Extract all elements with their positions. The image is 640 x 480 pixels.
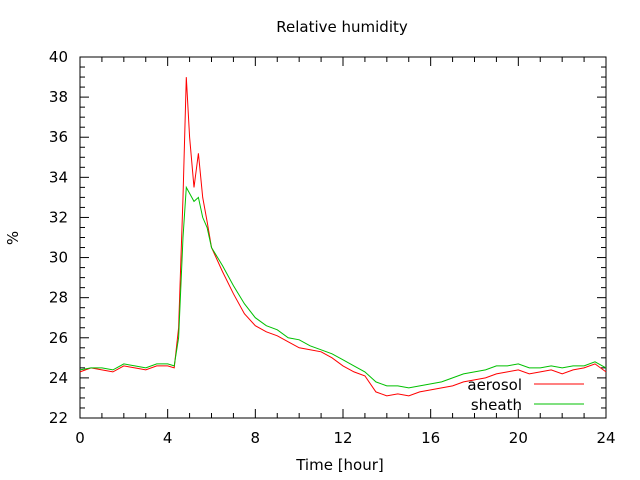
- y-tick-label: 28: [49, 289, 68, 307]
- y-tick-labels: 22 24 26 28 30 32 34 36 38 40: [49, 48, 68, 427]
- y-tick-label: 24: [49, 369, 68, 387]
- y-tick-label: 34: [49, 168, 68, 186]
- y-axis-label: %: [4, 231, 22, 245]
- axis-ticks: [79, 56, 607, 419]
- y-tick-label: 22: [49, 409, 68, 427]
- x-tick-label: 20: [509, 429, 528, 447]
- x-tick-label: 12: [333, 429, 352, 447]
- x-tick-label: 0: [75, 429, 85, 447]
- y-tick-label: 36: [49, 128, 68, 146]
- y-tick-label: 32: [49, 208, 68, 226]
- x-tick-label: 24: [596, 429, 615, 447]
- series-line-aerosol: [79, 77, 607, 397]
- y-tick-label: 40: [49, 48, 68, 66]
- series-line-sheath: [79, 185, 607, 389]
- y-tick-label: 38: [49, 88, 68, 106]
- x-tick-label: 16: [421, 429, 440, 447]
- x-tick-label: 4: [163, 429, 173, 447]
- x-tick-labels: 0 4 8 12 16 20 24: [75, 429, 615, 447]
- legend-label-aerosol: aerosol: [467, 376, 522, 394]
- x-tick-label: 8: [251, 429, 261, 447]
- chart-title: Relative humidity: [276, 18, 408, 36]
- legend-label-sheath: sheath: [471, 396, 522, 414]
- y-tick-label: 26: [49, 329, 68, 347]
- legend: aerosol sheath: [467, 376, 584, 414]
- x-axis-label: Time [hour]: [295, 456, 384, 474]
- y-tick-label: 30: [49, 249, 68, 267]
- series-lines: [79, 77, 607, 397]
